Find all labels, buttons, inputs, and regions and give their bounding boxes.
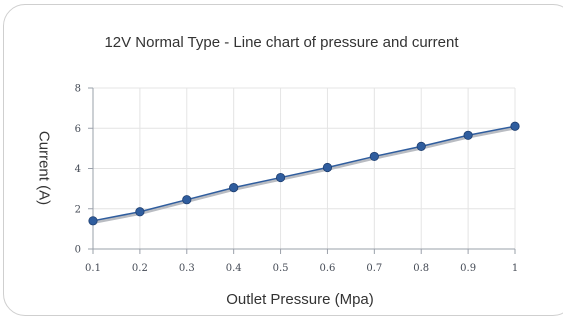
chart-card [3,4,563,316]
x-tick-label: 0.5 [273,263,289,274]
data-point [463,130,473,140]
series [88,121,520,226]
series-line [92,125,516,222]
x-tick-label: 0.8 [413,263,429,274]
y-tick-label: 4 [75,164,81,175]
x-tick-label: 1 [512,263,518,274]
x-tick-label: 0.9 [460,263,476,274]
x-tick-label: 0.1 [85,263,101,274]
data-point [322,162,333,173]
x-tick-label: 0.4 [226,263,242,274]
x-tick-label: 0.3 [179,263,195,274]
data-point [275,172,286,183]
x-axis-label: Outlet Pressure (Mpa) [226,291,374,308]
data-point [369,151,379,162]
series-line-shadow [92,126,516,225]
x-tick-label: 0.6 [319,263,335,274]
y-tick-label: 6 [75,124,81,135]
data-point [510,121,520,131]
y-tick-label: 2 [75,204,81,215]
data-point [88,216,98,226]
axes [88,87,516,254]
y-tick-label: 8 [75,84,81,95]
data-point [416,141,426,151]
tick-labels: 0 2 4 6 8 0.1 0.2 0.3 0.4 0.5 0.6 0.7 0.8 0.9 1 [75,84,519,275]
data-point [135,207,145,217]
x-tick-label: 0.7 [366,263,382,274]
grid [93,87,516,249]
data-point [229,183,239,193]
chart-title: 12V Normal Type - Line chart of pressure… [104,34,459,51]
data-point [182,195,192,205]
x-tick-label: 0.2 [132,263,148,274]
y-tick-label: 0 [75,245,81,256]
